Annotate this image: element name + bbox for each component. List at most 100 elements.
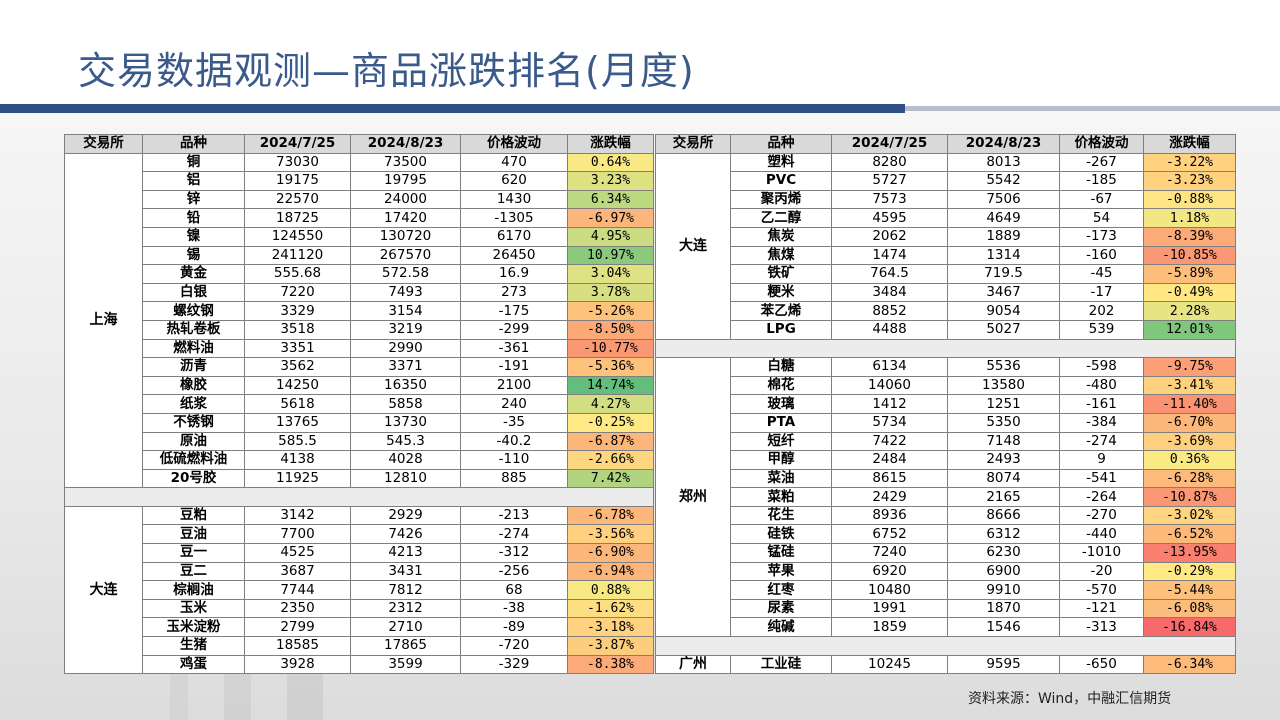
price-date2-cell: 13730 — [350, 412, 461, 433]
header-date-2: 2024/8/23 — [350, 134, 461, 154]
price-date2-cell: 3467 — [947, 282, 1060, 303]
price-change-cell: 68 — [460, 580, 568, 600]
price-change-cell: -541 — [1059, 468, 1144, 489]
change-pct-cell: -6.87% — [567, 431, 654, 452]
price-date1-cell: 8280 — [831, 152, 948, 173]
change-pct-cell: -0.88% — [1143, 189, 1236, 210]
price-date2-cell: 73500 — [350, 152, 461, 173]
change-pct-cell: -5.44% — [1143, 580, 1236, 600]
exchange-cell: 广州 — [655, 654, 731, 675]
table-row: 螺纹钢 3329 3154 -175 -5.26% — [65, 301, 654, 321]
exchange-cell: 大连 — [64, 505, 143, 675]
price-change-cell: 202 — [1059, 301, 1144, 321]
separator-cell — [655, 338, 1236, 359]
change-pct-cell: 1.18% — [1143, 208, 1236, 228]
price-change-cell: 54 — [1059, 208, 1144, 228]
change-pct-cell: -5.89% — [1143, 264, 1236, 284]
price-date1-cell: 3351 — [244, 338, 351, 359]
header-change-pct: 涨跌幅 — [567, 134, 654, 154]
price-date2-cell: 6312 — [947, 524, 1060, 545]
change-pct-cell: -8.38% — [567, 654, 654, 675]
price-date2-cell: 545.3 — [350, 431, 461, 452]
price-date1-cell: 73030 — [244, 152, 351, 173]
table-row: 焦炭 2062 1889 -173 -8.39% — [656, 226, 1236, 247]
table-row: 锌 22570 24000 1430 6.34% — [65, 189, 654, 210]
variety-cell: 棉花 — [730, 375, 832, 396]
variety-cell: 玉米淀粉 — [142, 617, 245, 638]
price-date2-cell: 9910 — [947, 580, 1060, 600]
change-pct-cell: -10.77% — [567, 338, 654, 359]
table-row: PVC 5727 5542 -185 -3.23% — [656, 171, 1236, 191]
price-date1-cell: 22570 — [244, 189, 351, 210]
price-date2-cell: 719.5 — [947, 264, 1060, 284]
price-date2-cell: 8074 — [947, 468, 1060, 489]
table-row: 甲醇 2484 2493 9 0.36% — [656, 450, 1236, 470]
price-date2-cell: 2929 — [350, 505, 461, 526]
change-pct-cell: -3.02% — [1143, 505, 1236, 526]
price-date2-cell: 12810 — [350, 468, 461, 489]
price-change-cell: 240 — [460, 394, 568, 414]
variety-cell: 螺纹钢 — [142, 301, 245, 321]
price-change-cell: 470 — [460, 152, 568, 173]
price-date1-cell: 5734 — [831, 412, 948, 433]
table-row: 红枣 10480 9910 -570 -5.44% — [656, 580, 1236, 600]
variety-cell: 锌 — [142, 189, 245, 210]
page-title: 交易数据观测—商品涨跌排名(月度) — [78, 49, 695, 93]
price-date1-cell: 241120 — [244, 245, 351, 266]
variety-cell: 豆油 — [142, 524, 245, 545]
variety-cell: 白糖 — [730, 357, 832, 377]
change-pct-cell: -6.97% — [567, 208, 654, 228]
change-pct-cell: -6.52% — [1143, 524, 1236, 545]
price-change-cell: -598 — [1059, 357, 1144, 377]
table-row: 热轧卷板 3518 3219 -299 -8.50% — [65, 319, 654, 340]
price-change-cell: 885 — [460, 468, 568, 489]
price-date2-cell: 17420 — [350, 208, 461, 228]
table-row: 苹果 6920 6900 -20 -0.29% — [656, 561, 1236, 582]
price-change-cell: 26450 — [460, 245, 568, 266]
change-pct-cell: -8.39% — [1143, 226, 1236, 247]
price-date1-cell: 18585 — [244, 636, 351, 656]
table-row: 菜粕 2429 2165 -264 -10.87% — [656, 487, 1236, 507]
variety-cell: PTA — [730, 412, 832, 433]
table-header-row: 交易所 品种 2024/7/25 2024/8/23 价格波动 涨跌幅 — [655, 134, 1236, 154]
separator-cell — [655, 636, 1236, 656]
price-date1-cell: 13765 — [244, 412, 351, 433]
price-change-cell: -312 — [460, 543, 568, 563]
change-pct-cell: -6.70% — [1143, 412, 1236, 433]
price-date2-cell: 7812 — [350, 580, 461, 600]
price-date1-cell: 5618 — [244, 394, 351, 414]
price-date2-cell: 1314 — [947, 245, 1060, 266]
change-pct-cell: -3.23% — [1143, 171, 1236, 191]
price-change-cell: -185 — [1059, 171, 1144, 191]
table-row: LPG 4488 5027 539 12.01% — [656, 319, 1236, 340]
price-date1-cell: 1991 — [831, 598, 948, 619]
price-change-cell: -274 — [1059, 431, 1144, 452]
variety-cell: 粳米 — [730, 282, 832, 303]
variety-cell: 热轧卷板 — [142, 319, 245, 340]
price-date1-cell: 14060 — [831, 375, 948, 396]
price-date1-cell: 7240 — [831, 543, 948, 563]
price-date1-cell: 2350 — [244, 598, 351, 619]
table-row: 低硫燃料油 4138 4028 -110 -2.66% — [65, 450, 654, 470]
price-date2-cell: 7493 — [350, 282, 461, 303]
exchange-cell: 大连 — [655, 152, 731, 340]
price-date2-cell: 19795 — [350, 171, 461, 191]
header-price-change: 价格波动 — [1059, 134, 1144, 154]
variety-cell: 玉米 — [142, 598, 245, 619]
price-date2-cell: 8013 — [947, 152, 1060, 173]
change-pct-cell: 3.23% — [567, 171, 654, 191]
price-date2-cell: 7506 — [947, 189, 1060, 210]
price-date2-cell: 130720 — [350, 226, 461, 247]
header-date-1: 2024/7/25 — [244, 134, 351, 154]
price-date1-cell: 2484 — [831, 450, 948, 470]
price-date2-cell: 572.58 — [350, 264, 461, 284]
variety-cell: 苯乙烯 — [730, 301, 832, 321]
variety-cell: 沥青 — [142, 357, 245, 377]
price-change-cell: 6170 — [460, 226, 568, 247]
price-date2-cell: 1889 — [947, 226, 1060, 247]
header-change-pct: 涨跌幅 — [1143, 134, 1236, 154]
change-pct-cell: -6.28% — [1143, 468, 1236, 489]
variety-cell: 鸡蛋 — [142, 654, 245, 675]
change-pct-cell: 7.42% — [567, 468, 654, 489]
price-date1-cell: 6752 — [831, 524, 948, 545]
